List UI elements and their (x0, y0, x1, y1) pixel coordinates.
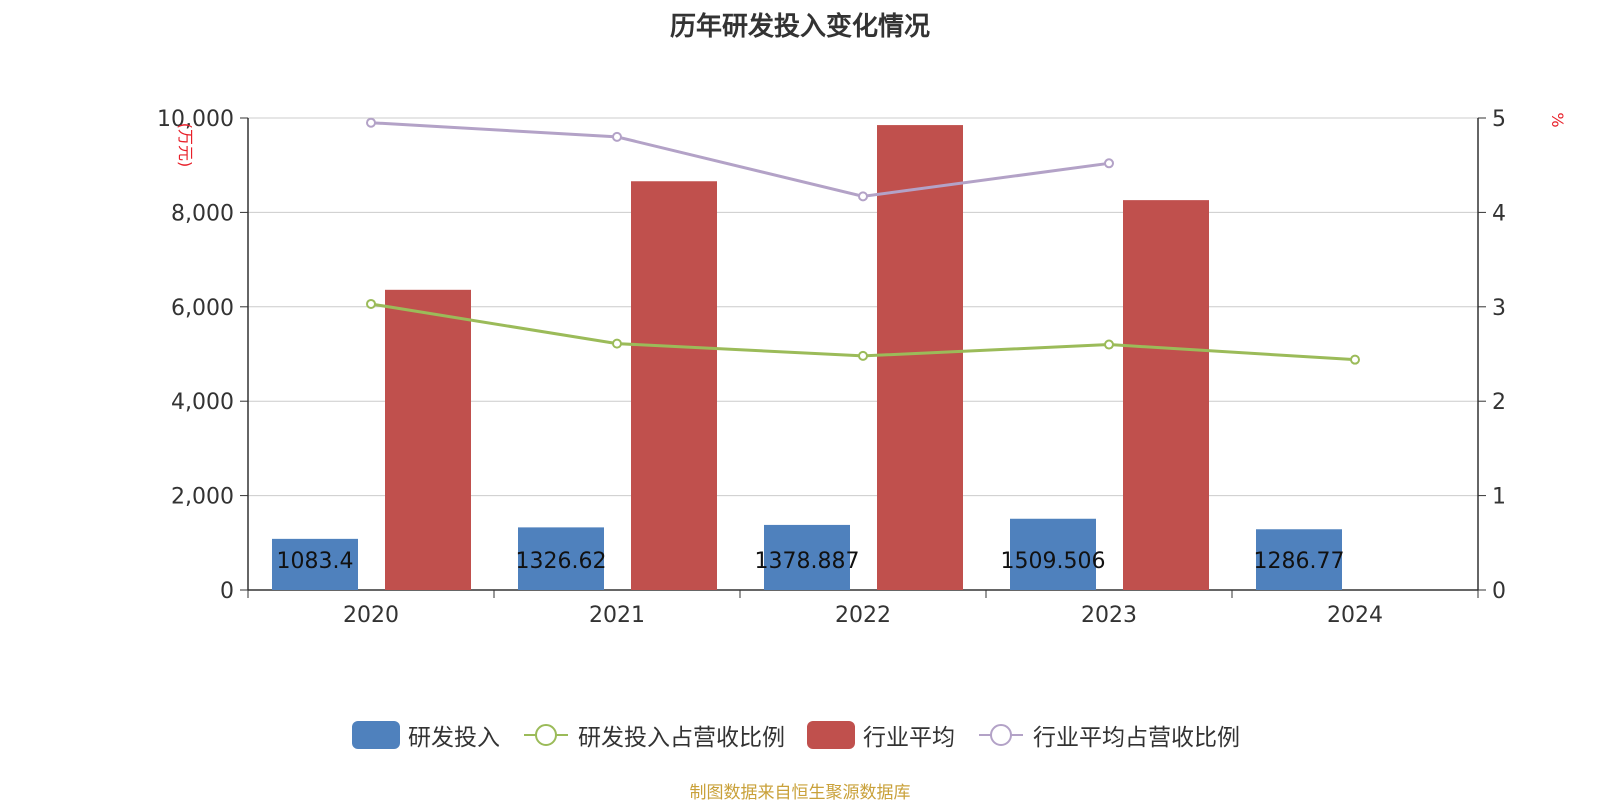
bar-rd-investment (1256, 529, 1342, 590)
bar-industry-average (385, 289, 471, 590)
right-axis-tick-label: 1 (1492, 485, 1506, 510)
legend-swatch-rd-ratio (524, 724, 568, 746)
legend-item-industry-ratio[interactable]: 行业平均占营收比例 (977, 718, 1240, 752)
bar-rd-investment (764, 524, 850, 590)
point-industry-ratio (612, 131, 622, 142)
legend: 研发投入 研发投入占营收比例 行业平均 行业平均占营收比例 (0, 718, 1600, 752)
chart-canvas: 0 2,000 4,000 6,000 8,000 10,000 0 1 2 3 4 5 (万元)% 20… (157, 107, 1567, 628)
left-axis-tick-label: 6,000 (171, 296, 234, 321)
bar-value-label: 1378.887 (755, 549, 860, 574)
bar-industry-average (1123, 200, 1209, 591)
legend-swatch-rd-investment (352, 721, 400, 749)
bar-value-label: 1326.62 (516, 549, 607, 574)
point-industry-ratio (1104, 158, 1114, 169)
left-axis-tick-label: 4,000 (171, 390, 234, 415)
bar-rd-investment (518, 527, 604, 590)
data-source-note: 制图数据来自恒生聚源数据库 (689, 783, 911, 803)
left-axis-tick-label: 8,000 (171, 201, 234, 226)
bar-industry-average (631, 181, 717, 591)
legend-swatch-industry-average (807, 721, 855, 749)
right-axis-tick-label: 3 (1492, 296, 1506, 321)
right-axis-tick-label: 5 (1492, 107, 1506, 132)
chart-title: 历年研发投入变化情况 (669, 12, 930, 42)
legend-swatch-industry-ratio (979, 724, 1023, 746)
right-axis-tick-label: 4 (1492, 201, 1506, 226)
right-axis-tick-label: 2 (1492, 390, 1506, 415)
left-axis-unit: (万元) (176, 123, 195, 168)
point-industry-ratio (858, 191, 868, 202)
left-axis-tick-label: 0 (220, 579, 234, 604)
legend-item-rd-investment[interactable]: 研发投入 (352, 718, 500, 752)
bar-industry-average (877, 125, 963, 590)
legend-item-rd-ratio[interactable]: 研发投入占营收比例 (522, 718, 785, 752)
left-axis-tick-label: 10,000 (157, 107, 234, 132)
x-axis-tick-label: 2024 (1327, 603, 1383, 628)
bar-value-label: 1083.4 (277, 549, 354, 574)
x-axis-tick-label: 2021 (589, 603, 645, 628)
right-axis-unit: % (1548, 112, 1567, 127)
legend-item-industry-average[interactable]: 行业平均 (807, 718, 955, 752)
point-rd-ratio (1350, 354, 1360, 365)
legend-label-rd-investment: 研发投入 (408, 725, 500, 751)
legend-label-rd-ratio: 研发投入占营收比例 (578, 725, 785, 751)
point-rd-ratio (1104, 339, 1114, 350)
bar-value-label: 1286.77 (1254, 549, 1345, 574)
bar-rd-investment (272, 538, 358, 590)
point-industry-ratio (366, 117, 376, 128)
bar-rd-investment (1010, 518, 1096, 590)
x-axis-tick-label: 2020 (343, 603, 399, 628)
x-axis-tick-label: 2022 (835, 603, 891, 628)
bar-value-label: 1509.506 (1001, 549, 1106, 574)
right-axis-tick-label: 0 (1492, 579, 1506, 604)
left-axis-tick-label: 2,000 (171, 485, 234, 510)
point-rd-ratio (366, 298, 376, 309)
line-industry-ratio (370, 121, 1110, 198)
legend-label-industry-ratio: 行业平均占营收比例 (1033, 725, 1240, 751)
x-axis-tick-label: 2023 (1081, 603, 1137, 628)
legend-label-industry-average: 行业平均 (863, 725, 955, 751)
point-rd-ratio (858, 350, 868, 361)
point-rd-ratio (612, 338, 622, 349)
